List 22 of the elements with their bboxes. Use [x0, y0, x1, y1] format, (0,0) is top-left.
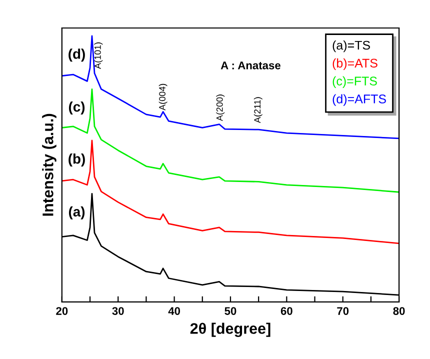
annotation: A(101) — [94, 42, 103, 69]
annotation: (d) — [68, 48, 85, 62]
x-tick-label: 40 — [168, 307, 180, 315]
annotation: (b) — [68, 154, 85, 167]
y-axis-title: Intensity (a.u.) — [42, 114, 56, 216]
x-tick-label: 60 — [280, 307, 292, 315]
annotation: A(200) — [216, 94, 225, 122]
annotation: A(211) — [254, 97, 262, 124]
annotation: A : Anatase — [220, 62, 280, 70]
x-tick-label: 20 — [56, 307, 68, 315]
x-tick-label: 70 — [337, 307, 349, 315]
annotation: (c) — [68, 102, 85, 114]
x-tick-label: 80 — [393, 307, 405, 315]
text: (a)=TS — [332, 40, 370, 52]
x-tick-label: 50 — [224, 307, 236, 315]
text: (d)=AFTS — [332, 94, 386, 106]
text: (b)=ATS — [332, 58, 378, 70]
annotation: A(004) — [158, 84, 168, 110]
x-axis-title: 2θ [degree] — [190, 322, 270, 337]
x-tick-label: 30 — [112, 307, 124, 315]
annotation: (a) — [68, 206, 85, 220]
text: (c)=FTS — [332, 76, 377, 88]
